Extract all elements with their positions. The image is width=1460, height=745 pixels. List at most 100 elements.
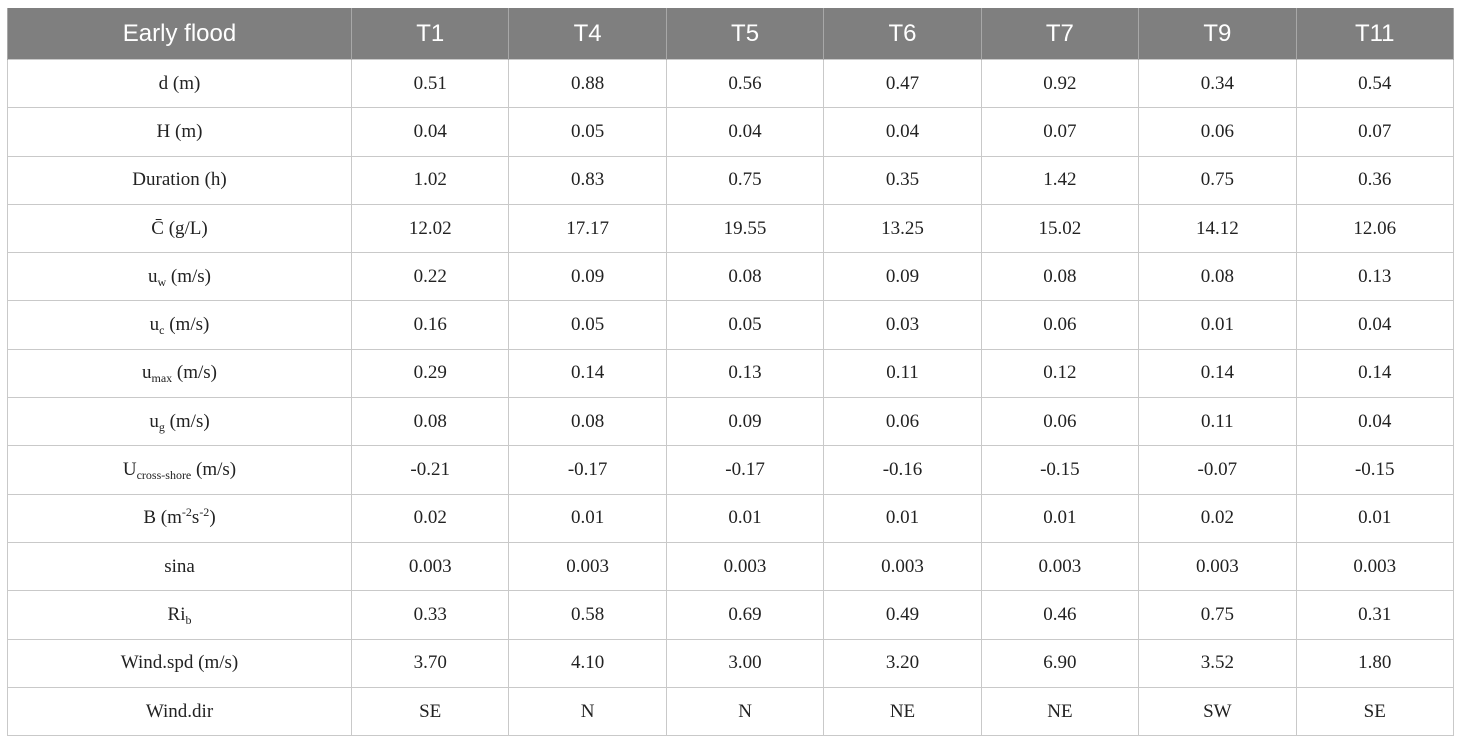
table-cell: 0.07 — [980, 107, 1140, 157]
table-cell: -0.16 — [823, 445, 982, 495]
table-body: d (m) 0.51 0.88 0.56 0.47 0.92 0.34 0.54 H (m) 0.… — [7, 58, 1454, 737]
row-label: ug (m/s) — [7, 397, 352, 447]
row-label: uc (m/s) — [7, 300, 352, 350]
table-cell: 0.08 — [350, 397, 510, 447]
table-cell: 0.11 — [1138, 397, 1297, 447]
table-cell: 0.04 — [350, 107, 510, 157]
row-label: H (m) — [7, 107, 352, 157]
table-cell: 0.02 — [1138, 493, 1297, 543]
header-cell-t5: T5 — [665, 8, 825, 60]
header-cell-t11: T11 — [1295, 8, 1454, 60]
table-cell: 0.22 — [350, 252, 510, 302]
table-cell: -0.15 — [1295, 445, 1454, 495]
table-cell: 0.003 — [1138, 541, 1297, 592]
table-cell: 19.55 — [665, 203, 825, 254]
table-row: uc (m/s) 0.16 0.05 0.05 0.03 0.06 0.01 0.04 — [7, 300, 1454, 350]
table-row: d (m) 0.51 0.88 0.56 0.47 0.92 0.34 0.54 — [7, 58, 1454, 109]
table-cell: -0.15 — [980, 445, 1140, 495]
row-label-symbol: d — [158, 72, 169, 94]
table-cell: SE — [350, 686, 510, 737]
table-cell: 0.07 — [1295, 107, 1454, 157]
row-label-unit: (m/s) — [169, 410, 210, 432]
table-cell: 0.08 — [665, 252, 825, 302]
table-cell: 3.20 — [823, 638, 982, 688]
row-label-unit-superscript: -2 — [181, 505, 192, 520]
table-cell: 0.58 — [508, 590, 667, 640]
table-cell: 0.06 — [980, 397, 1140, 447]
table-row: Wind.spd (m/s) 3.70 4.10 3.00 3.20 6.90 3.52 1.… — [7, 638, 1454, 688]
header-cell-t9: T9 — [1138, 8, 1297, 60]
table-cell: NE — [980, 686, 1140, 737]
table-row: umax (m/s) 0.29 0.14 0.13 0.11 0.12 0.14 0.14 — [7, 348, 1454, 399]
table-cell: 0.06 — [1138, 107, 1297, 157]
row-label-symbol: Wind.dir — [145, 700, 214, 722]
table-cell: 0.09 — [508, 252, 667, 302]
row-label-unit-superscript: -2 — [199, 505, 210, 520]
table-cell: N — [665, 686, 825, 737]
table-cell: 0.31 — [1295, 590, 1454, 640]
row-label-symbol: Ri — [167, 603, 186, 625]
table-cell: 0.14 — [508, 348, 667, 399]
table-cell: 0.08 — [508, 397, 667, 447]
table-cell: -0.07 — [1138, 445, 1297, 495]
row-label-unit: (m/s) — [176, 362, 218, 384]
row-label: Duration (h) — [7, 155, 352, 205]
table-cell: 3.70 — [350, 638, 510, 688]
table-cell: 17.17 — [508, 203, 667, 254]
table-cell: 3.52 — [1138, 638, 1297, 688]
table-cell: 6.90 — [980, 638, 1140, 688]
row-label-subscript: g — [158, 419, 165, 434]
row-label-symbol: C̄ — [151, 217, 164, 239]
table-cell: 0.12 — [980, 348, 1140, 399]
row-label: Ucross-shore (m/s) — [7, 445, 352, 495]
table-row: C̄ (g/L) 12.02 17.17 19.55 13.25 15.02 14.12 12… — [7, 203, 1454, 254]
row-label-unit: (g/L) — [168, 217, 208, 239]
table-cell: 0.51 — [350, 58, 510, 109]
table-cell: 0.11 — [823, 348, 982, 399]
table-cell: 0.35 — [823, 155, 982, 205]
table-row: sina 0.003 0.003 0.003 0.003 0.003 0.003 0.003 — [7, 541, 1454, 592]
table-cell: 0.56 — [665, 58, 825, 109]
row-label: umax (m/s) — [7, 348, 352, 399]
header-cell-t4: T4 — [508, 8, 667, 60]
table-cell: SW — [1138, 686, 1297, 737]
table-cell: 0.16 — [350, 300, 510, 350]
table-cell: 0.01 — [980, 493, 1140, 543]
table-row: Duration (h) 1.02 0.83 0.75 0.35 1.42 0.75 0.36 — [7, 155, 1454, 205]
row-label-unit: (m — [160, 507, 182, 529]
table-cell: 0.003 — [508, 541, 667, 592]
table-cell: 0.49 — [823, 590, 982, 640]
table-cell: -0.21 — [350, 445, 510, 495]
table-cell: NE — [823, 686, 982, 737]
row-label: sina — [7, 541, 352, 592]
table-cell: 0.13 — [1295, 252, 1454, 302]
row-label-symbol: u — [149, 314, 160, 336]
row-label-unit: (m/s) — [170, 265, 212, 287]
table-cell: 0.36 — [1295, 155, 1454, 205]
table-cell: 0.03 — [823, 300, 982, 350]
table-cell: 0.05 — [508, 300, 667, 350]
row-label-symbol: u — [141, 362, 152, 384]
table-cell: 0.47 — [823, 58, 982, 109]
table-cell: 0.75 — [1138, 155, 1297, 205]
row-label: B (m-2s-2) — [7, 493, 352, 543]
row-label-unit: (m/s) — [198, 652, 239, 674]
table-cell: 0.13 — [665, 348, 825, 399]
row-label: d (m) — [7, 58, 352, 109]
row-label-symbol: u — [147, 265, 158, 287]
table-cell: 0.003 — [1295, 541, 1454, 592]
table-cell: 12.02 — [350, 203, 510, 254]
row-label-unit: (m/s) — [169, 314, 210, 336]
table-cell: 0.05 — [508, 107, 667, 157]
table-cell: 0.08 — [1138, 252, 1297, 302]
table-cell: 0.06 — [980, 300, 1140, 350]
row-label-unit: (m/s) — [196, 459, 237, 481]
table-cell: 0.75 — [665, 155, 825, 205]
row-label-subscript: cross-shore — [136, 468, 192, 483]
row-label: Wind.dir — [7, 686, 352, 737]
row-label-symbol: u — [149, 410, 159, 432]
row-label-subscript: max — [151, 371, 173, 386]
table-cell: 0.29 — [350, 348, 510, 399]
row-label-subscript: c — [159, 323, 165, 338]
row-label-symbol: Wind.spd — [120, 652, 194, 674]
